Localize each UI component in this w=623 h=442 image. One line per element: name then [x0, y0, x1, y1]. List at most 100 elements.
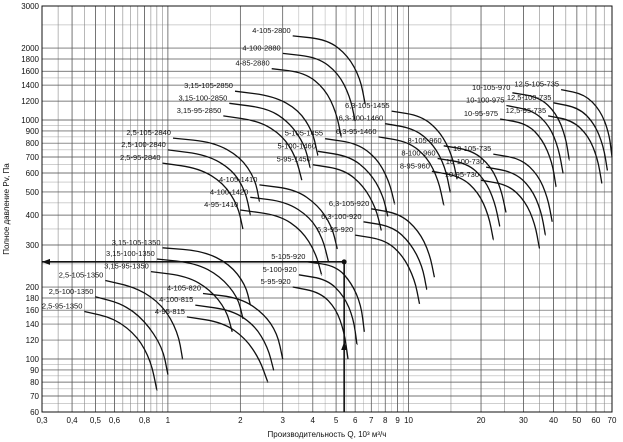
curve-3,15-105-1350 — [162, 247, 251, 306]
x-tick-label: 8 — [383, 416, 388, 425]
y-tick-label: 200 — [26, 283, 40, 292]
curve-label-10-100-975: 10-100-975 — [466, 96, 504, 105]
curve-12,5-95-735 — [547, 115, 603, 184]
operating-point — [42, 258, 348, 412]
curve-label-5-105-920: 5-105-920 — [271, 252, 305, 261]
curve-label-6,3-100-920: 6,3-100-920 — [321, 212, 361, 221]
curve-4-105-2800 — [292, 35, 366, 105]
curve-3,15-95-1350 — [150, 270, 233, 332]
x-tick-label: 6 — [353, 416, 358, 425]
curve-10-95-730 — [480, 179, 541, 249]
x-tick-label: 50 — [572, 416, 581, 425]
curve-label-10-105-970: 10-105-970 — [472, 83, 510, 92]
curve-label-8-105-960: 8-105-960 — [408, 136, 442, 145]
curve-6,3-100-1460 — [385, 123, 451, 193]
curve-label-10-105-735: 10-105-735 — [453, 144, 491, 153]
x-tick-label: 70 — [608, 416, 617, 425]
curve-label-4-105-2800: 4-105-2800 — [252, 26, 290, 35]
y-tick-label: 1600 — [21, 67, 39, 76]
y-tick-label: 900 — [26, 127, 40, 136]
x-tick-label: 0,3 — [36, 416, 48, 425]
curve-label-4-100-1420: 4-100-1420 — [210, 187, 248, 196]
y-tick-label: 160 — [26, 306, 40, 315]
curve-8-95-960 — [431, 170, 494, 241]
curve-label-5-100-920: 5-100-920 — [263, 265, 297, 274]
curve-label-6,3-95-1460: 6,3-95-1460 — [336, 127, 376, 136]
curve-3,15-100-1350 — [156, 258, 244, 319]
curve-label-4-105-820: 4-105-820 — [167, 283, 201, 292]
curve-label-6,3-105-1455: 6,3-105-1455 — [345, 101, 390, 110]
curve-label-2,5-95-1350: 2,5-95-1350 — [42, 302, 82, 311]
curve-label-4-85-2880: 4-85-2880 — [235, 59, 269, 68]
curve-4-100-2880 — [282, 52, 356, 122]
y-tick-label: 2000 — [21, 44, 39, 53]
x-tick-label: 7 — [369, 416, 374, 425]
y-tick-label: 300 — [26, 241, 40, 250]
curve-label-3,15-95-1350: 3,15-95-1350 — [104, 262, 149, 271]
y-tick-label: 80 — [30, 378, 39, 387]
curve-label-6,3-95-920: 6,3-95-920 — [317, 225, 353, 234]
curve-2,5-100-1350 — [95, 296, 169, 375]
curve-6,3-95-1460 — [378, 136, 445, 206]
curve-label-3,15-105-2850: 3,15-105-2850 — [184, 81, 233, 90]
curve-6,3-100-920 — [363, 221, 428, 291]
x-tick-label: 1 — [166, 416, 171, 425]
curve-2,5-95-1350 — [84, 310, 158, 391]
y-axis-ticks: 60 70 80 90 100 120 140 160 180 200 300 400 500 600 70… — [21, 2, 39, 417]
curve-label-8-100-960: 8-100-960 — [401, 149, 435, 158]
x-tick-label: 0,8 — [139, 416, 151, 425]
y-tick-label: 1400 — [21, 81, 39, 90]
x-axis-ticks: 0,3 0,4 0,5 0,6 0,8 1 2 3 4 5 6 7 8 9 10 20 30 40 50 60 70 — [36, 416, 617, 425]
curve-4-105-1410 — [259, 184, 338, 250]
curve-label-4-100-815: 4-100-815 — [159, 295, 193, 304]
curve-label-4-105-1410: 4-105-1410 — [219, 175, 257, 184]
y-tick-label: 600 — [26, 169, 40, 178]
y-tick-label: 1800 — [21, 55, 39, 64]
curve-label-12,5-100-735: 12,5-100-735 — [507, 93, 552, 102]
y-tick-label: 1000 — [21, 116, 39, 125]
curve-2,5-105-2840 — [172, 137, 261, 203]
x-tick-label: 9 — [395, 416, 400, 425]
curve-label-2,5-100-1350: 2,5-100-1350 — [49, 287, 94, 296]
curve-label-2,5-105-1350: 2,5-105-1350 — [59, 271, 104, 280]
curve-label-4-95-815: 4-95-815 — [155, 307, 185, 316]
x-tick-label: 0,4 — [67, 416, 79, 425]
curve-4-95-1410 — [240, 209, 323, 276]
curve-label-8-95-960: 8-95-960 — [400, 161, 430, 170]
operating-arrow-up — [341, 342, 348, 350]
x-tick-label: 0,6 — [109, 416, 121, 425]
curve-4-100-815 — [195, 304, 275, 371]
curve-2,5-105-1350 — [105, 279, 184, 360]
curve-label-12,5-95-735: 12,5-95-735 — [506, 106, 546, 115]
y-tick-label: 140 — [26, 320, 40, 329]
x-tick-label: 5 — [334, 416, 339, 425]
curve-label-3,15-100-1350: 3,15-100-1350 — [106, 249, 155, 258]
y-tick-label: 3000 — [21, 2, 39, 11]
curve-6,3-105-920 — [371, 208, 436, 278]
curve-4-105-820 — [202, 292, 284, 360]
x-tick-label: 2 — [238, 416, 243, 425]
curve-12,5-100-735 — [553, 102, 609, 171]
x-tick-label: 40 — [549, 416, 558, 425]
y-tick-label: 70 — [30, 392, 39, 401]
curve-10-95-975 — [499, 118, 557, 188]
x-tick-label: 0,5 — [90, 416, 102, 425]
curve-5-95-1450 — [312, 164, 382, 231]
curve-labels: 2,5-95-13502,5-100-13502,5-105-13503,15-… — [42, 26, 559, 316]
y-tick-label: 180 — [26, 294, 40, 303]
x-tick-label: 4 — [311, 416, 316, 425]
curve-10-105-970 — [512, 92, 570, 161]
curve-3,15-100-2850 — [229, 102, 311, 169]
curves — [84, 35, 613, 391]
curve-6,3-105-1455 — [391, 110, 458, 180]
curve-5-95-920 — [292, 286, 349, 360]
curve-label-4-100-2880: 4-100-2880 — [242, 43, 280, 52]
y-tick-label: 700 — [26, 153, 40, 162]
curve-label-5-95-1450: 5-95-1450 — [277, 155, 311, 164]
curve-6,3-95-920 — [355, 234, 421, 305]
curve-label-6,3-105-920: 6,3-105-920 — [329, 199, 369, 208]
curve-label-6,3-100-1460: 6,3-100-1460 — [339, 114, 384, 123]
x-tick-label: 60 — [591, 416, 600, 425]
y-tick-label: 400 — [26, 211, 40, 220]
curve-5-105-920 — [307, 261, 365, 332]
